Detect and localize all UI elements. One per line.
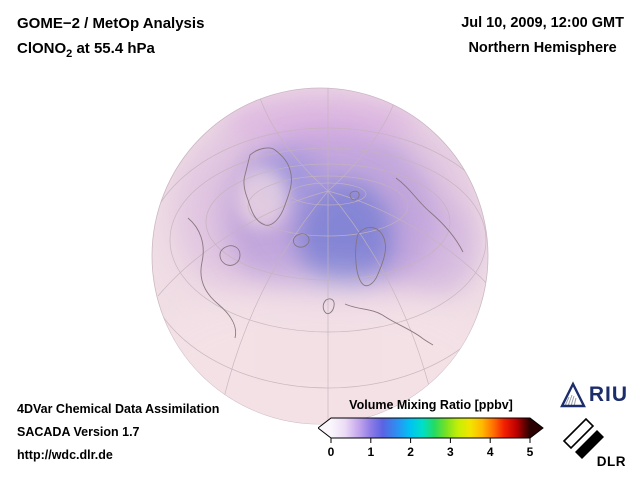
tick-2: 2 xyxy=(407,445,414,459)
plot-title-block: GOME−2 / MetOp Analysis ClONO2 at 55.4 h… xyxy=(17,11,204,67)
colorbar-tick-labels: 0 1 2 3 4 5 xyxy=(318,445,544,461)
plot-datetime-block: Jul 10, 2009, 12:00 GMT Northern Hemisph… xyxy=(461,11,624,61)
assimilation-label: 4DVar Chemical Data Assimilation xyxy=(17,402,220,416)
riu-logo: RIU xyxy=(559,380,628,410)
globe-svg xyxy=(151,87,489,425)
subscript: 2 xyxy=(66,48,73,60)
plot-hemisphere: Northern Hemisphere xyxy=(468,40,617,56)
dlr-logo: DLR xyxy=(560,413,626,469)
riu-triangle-icon xyxy=(559,381,586,408)
version-label: SACADA Version 1.7 xyxy=(17,425,140,439)
plot-datetime: Jul 10, 2009, 12:00 GMT xyxy=(461,15,624,31)
tick-4: 4 xyxy=(486,445,494,459)
tick-5: 5 xyxy=(526,445,534,459)
tick-3: 3 xyxy=(447,445,454,459)
globe-map xyxy=(150,86,490,426)
riu-logo-text: RIU xyxy=(588,383,628,406)
coastlines xyxy=(187,147,464,346)
dlr-emblem-icon xyxy=(562,417,604,459)
dlr-logo-text: DLR xyxy=(596,454,626,469)
colorbar-title: Volume Mixing Ratio [ppbv] xyxy=(349,398,513,412)
footer-info: 4DVar Chemical Data Assimilation SACADA … xyxy=(17,398,219,467)
colorbar-tick-marks xyxy=(330,438,531,443)
tick-0: 0 xyxy=(327,445,335,459)
colorbar-gradient xyxy=(318,417,544,443)
colorbar: Volume Mixing Ratio [ppbv] xyxy=(318,398,544,461)
graticule xyxy=(152,88,488,424)
url-label: http://wdc.dlr.de xyxy=(17,448,113,462)
tick-1: 1 xyxy=(367,445,375,459)
plot-title: GOME−2 / MetOp Analysis xyxy=(17,15,205,32)
plot-subtitle: ClONO2 at 55.4 hPa xyxy=(17,40,155,60)
